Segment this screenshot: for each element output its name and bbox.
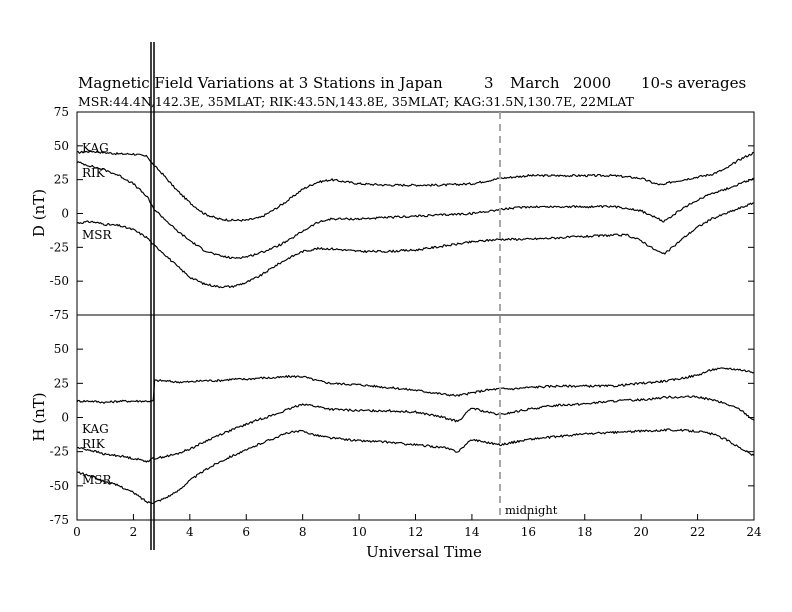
x-tick-label: 10 (351, 525, 366, 539)
d-series-rik (76, 161, 755, 260)
h-y-tick-label: 0 (61, 411, 69, 425)
x-tick-label: 16 (521, 525, 536, 539)
d-series-group (76, 149, 755, 289)
h-series-msr (76, 428, 755, 504)
event-marker (150, 42, 155, 550)
h-panel-frame (76, 314, 755, 521)
h-label-msr: MSR (82, 473, 113, 487)
chart-title: Magnetic Field Variations at 3 Stations … (78, 74, 443, 92)
x-tick-label: 0 (73, 525, 81, 539)
d-label-rik: RIK (82, 166, 106, 180)
chart-title-block: Magnetic Field Variations at 3 Stations … (78, 74, 746, 109)
d-y-tick-label: -25 (50, 240, 69, 254)
x-tick-label: 18 (577, 525, 592, 539)
d-series-kag (76, 149, 755, 222)
x-tick-label: 4 (186, 525, 194, 539)
d-panel: 75 50 25 0 -25 -50 -75 D (nT) KAG RIK MSR (30, 105, 755, 322)
h-series-group (76, 367, 755, 504)
d-y-axis: 75 50 25 0 -25 -50 -75 (50, 105, 754, 322)
x-tick-label: 6 (242, 525, 250, 539)
h-label-kag: KAG (82, 422, 109, 436)
chart-date-month: March (510, 74, 560, 92)
d-y-tick-label: 0 (61, 207, 69, 221)
d-series-msr (76, 202, 755, 289)
x-tick-label: 14 (464, 525, 480, 539)
d-label-kag: KAG (82, 141, 109, 155)
chart-date-day: 3 (484, 74, 494, 92)
h-y-tick-label: -75 (50, 513, 69, 527)
d-y-tick-label: 25 (54, 173, 69, 187)
h-y-axis-label: H (nT) (30, 392, 48, 441)
h-label-rik: RIK (82, 437, 106, 451)
chart-averaging: 10-s averages (641, 74, 746, 92)
midnight-annotation: midnight (505, 503, 558, 517)
x-axis-label: Universal Time (366, 543, 482, 561)
h-y-axis: 50 25 0 -25 -50 -75 (50, 314, 754, 527)
x-tick-label: 22 (690, 525, 705, 539)
h-y-tick-label: -25 (50, 445, 69, 459)
h-series-kag (76, 367, 755, 404)
chart-date-year: 2000 (573, 74, 611, 92)
d-y-tick-label: -75 (50, 308, 69, 322)
x-tick-label: 24 (746, 525, 762, 539)
x-axis: 0 2 4 6 8 10 12 14 16 18 20 22 24 (73, 514, 762, 539)
x-tick-label: 8 (299, 525, 307, 539)
d-y-axis-label: D (nT) (30, 189, 48, 237)
h-series-rik (76, 395, 755, 463)
d-y-tick-label: -50 (50, 274, 69, 288)
chart-subtitle: MSR:44.4N,142.3E, 35MLAT; RIK:43.5N,143.… (78, 94, 635, 109)
x-tick-label: 20 (634, 525, 649, 539)
h-y-tick-label: 50 (54, 342, 69, 356)
d-y-tick-label: 75 (54, 105, 69, 119)
d-panel-frame (76, 111, 755, 316)
h-y-tick-label: -50 (50, 479, 69, 493)
x-tick-label: 12 (408, 525, 423, 539)
d-y-tick-label: 50 (54, 139, 69, 153)
d-label-msr: MSR (82, 228, 113, 242)
x-tick-label: 2 (130, 525, 138, 539)
h-y-tick-label: 25 (54, 376, 69, 390)
